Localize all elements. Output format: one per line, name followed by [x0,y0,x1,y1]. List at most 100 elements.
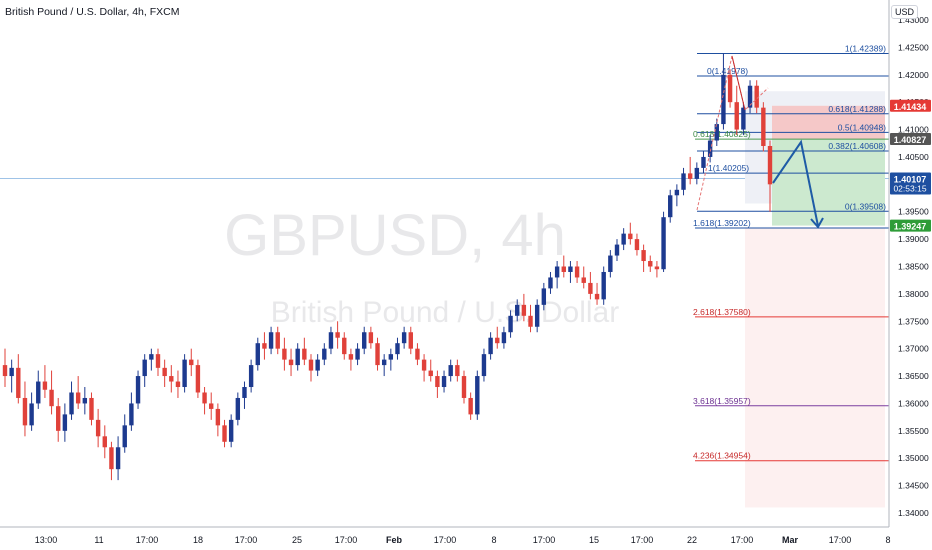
candle [235,392,241,426]
candle-body [594,293,600,300]
candle [16,354,21,404]
candle [322,343,327,366]
time-tick-label: 8 [885,535,890,545]
candle-body [149,354,154,360]
price-tick-label: 1.35500 [898,426,929,436]
candle-body [182,359,187,388]
candle [342,332,347,360]
candle-body [288,359,294,366]
candle-body [49,389,54,407]
candle-body [435,376,440,388]
candle-body [747,85,753,108]
candle [761,102,766,152]
candle [295,343,300,371]
candle-body [42,381,48,390]
candle-body [721,74,726,125]
price-tick-label: 1.37000 [898,344,929,354]
candle [202,387,207,415]
candle-body [541,288,547,305]
time-tick-label: 17:00 [136,535,159,545]
candle [89,392,94,426]
candle [209,392,214,420]
candle-body [95,419,101,437]
candle [288,348,294,377]
candle [189,348,194,377]
candle-body [428,370,433,377]
price-tick-label: 1.39500 [898,207,929,217]
stop-loss-zone [772,105,885,140]
candle-body [375,343,380,366]
candle [69,381,74,420]
time-tick-label: 25 [292,535,302,545]
price-label: 1.40827 [894,135,927,145]
time-tick-label: 15 [589,535,599,545]
candle-body [22,397,28,426]
price-label-bg [890,172,931,195]
pink-zone [745,228,885,508]
time-tick-label: Mar [782,535,799,545]
projection-arrowhead [810,217,824,229]
candle-body [581,277,586,283]
candle-body [381,359,387,366]
candle-body [761,107,766,146]
candle [222,419,227,448]
candle-body [282,348,287,360]
candle-body [29,403,34,426]
time-tick-label: 22 [687,535,697,545]
candle-body [628,233,633,240]
candle [634,233,640,256]
candle-body [395,343,400,355]
candle [714,118,719,146]
candle-body [335,332,340,338]
candle [747,80,753,114]
candle-body [242,387,247,398]
candle [701,151,706,174]
candle [149,348,154,371]
candle [29,392,34,431]
candle-body [481,354,487,377]
candle [315,354,320,377]
candle [528,304,533,333]
candle-body [195,365,201,393]
candle [22,381,28,437]
candle-body [415,348,420,360]
candle [242,381,247,409]
candle-body [115,447,121,470]
candle-body [714,124,719,141]
candle [561,255,566,278]
candle-body [62,414,68,431]
candle [608,250,613,278]
candle-body [694,167,700,179]
candle-body [302,348,307,360]
time-tick-label: Feb [386,535,403,545]
candle-body [122,425,127,448]
candle-body [202,392,207,404]
time-tick-label: 17:00 [829,535,852,545]
candles [2,53,773,481]
candle [2,348,8,388]
candle-body [741,107,746,130]
candle [574,261,580,283]
fib-label: 0.382(1.40608) [828,141,886,151]
candle [328,326,334,355]
fib-label: 3.618(1.35957) [693,396,751,406]
candle [568,261,573,283]
drawings [696,55,824,229]
candle-body [189,359,194,366]
currency-button[interactable]: USD [890,5,918,19]
candle-body [608,255,613,272]
candle [228,414,234,448]
candle-body [687,173,693,179]
time-tick-label: 17:00 [434,535,457,545]
candle [395,337,400,360]
price-tick-label: 1.39000 [898,234,929,244]
candle [155,348,161,377]
price-tick-label: 1.36000 [898,398,929,408]
candle [628,222,633,245]
candle-body [388,354,394,360]
fib-levels: 1(1.42389) 0(1.41978) 0.618(1.41288) 0.5(1.… [693,43,889,462]
candle [674,184,680,207]
candle [448,359,453,382]
candle [36,370,41,409]
